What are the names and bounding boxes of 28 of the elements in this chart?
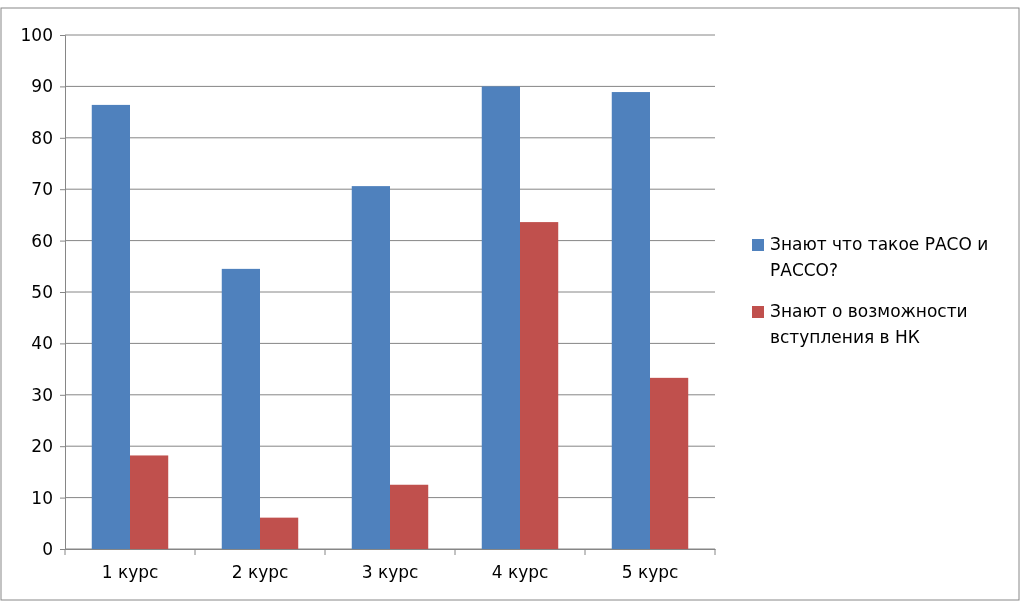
x-tick-label: 2 курс bbox=[231, 561, 289, 582]
bar bbox=[650, 377, 689, 549]
y-tick-label: 10 bbox=[31, 487, 53, 508]
y-tick-label: 20 bbox=[31, 436, 53, 457]
legend-label: Знают что такое РАСО и РАССО? bbox=[770, 234, 989, 280]
bar bbox=[91, 104, 130, 549]
bar bbox=[611, 92, 650, 549]
x-tick-label: 5 курс bbox=[621, 561, 679, 582]
bar bbox=[390, 484, 429, 549]
y-tick-label: 30 bbox=[31, 384, 53, 405]
y-tick-label: 90 bbox=[31, 76, 53, 97]
y-tick-label: 100 bbox=[20, 24, 53, 45]
x-tick-label: 4 курс bbox=[491, 561, 549, 582]
x-tick-label: 3 курс bbox=[361, 561, 419, 582]
bar bbox=[260, 517, 299, 549]
bar bbox=[520, 222, 559, 549]
bar bbox=[130, 455, 169, 549]
bar bbox=[221, 268, 260, 549]
y-tick-label: 70 bbox=[31, 179, 53, 200]
bar bbox=[351, 186, 390, 549]
y-tick-label: 50 bbox=[31, 281, 53, 302]
y-tick-label: 60 bbox=[31, 230, 53, 251]
bar bbox=[481, 86, 520, 549]
y-tick-label: 40 bbox=[31, 333, 53, 354]
y-tick-label: 80 bbox=[31, 127, 53, 148]
y-tick-label: 0 bbox=[42, 538, 53, 559]
x-tick-label: 1 курс bbox=[101, 561, 159, 582]
legend-label: Знают о возможности вступления в НК bbox=[770, 301, 968, 347]
